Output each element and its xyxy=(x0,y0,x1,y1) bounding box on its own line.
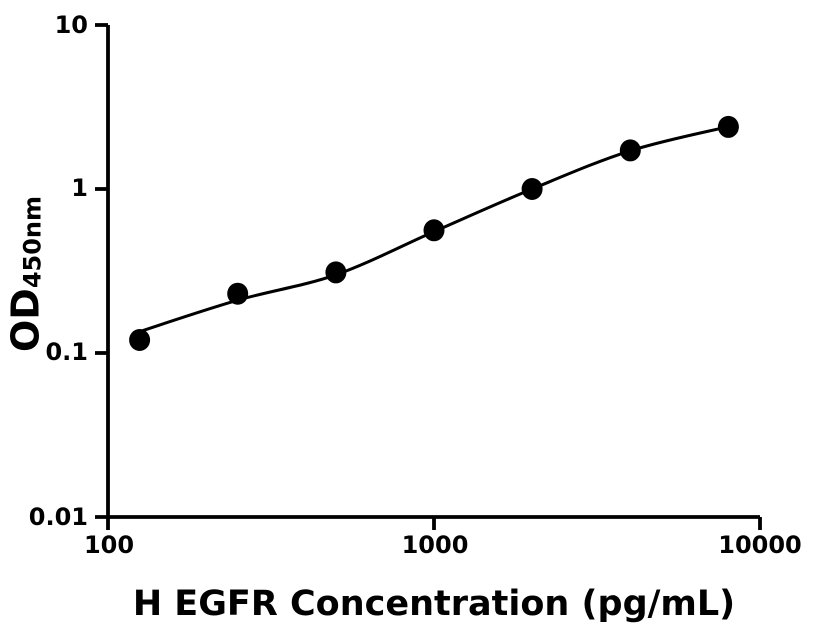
x-axis-title: H EGFR Concentration (pg/mL) xyxy=(132,584,736,624)
y-tick-label-10: 10 xyxy=(54,11,88,39)
data-point xyxy=(619,139,641,162)
y-axis-title-main: OD xyxy=(3,288,48,353)
y-tick-label-1: 1 xyxy=(71,174,88,202)
data-point xyxy=(717,115,739,138)
y-tick-label-0-01: 0.01 xyxy=(28,503,88,531)
y-axis-title: OD450nm xyxy=(4,196,55,352)
x-tick-label-10000: 10000 xyxy=(718,531,802,559)
data-point xyxy=(129,329,151,351)
data-point xyxy=(423,219,445,242)
y-axis-title-subscript: 450nm xyxy=(18,195,47,289)
x-tick-label-100: 100 xyxy=(83,531,135,559)
y-tick-label-0-1: 0.1 xyxy=(45,338,88,366)
x-tick-label-1000: 1000 xyxy=(401,531,469,559)
data-point xyxy=(325,261,347,284)
data-point xyxy=(521,178,543,200)
data-point xyxy=(227,282,249,305)
